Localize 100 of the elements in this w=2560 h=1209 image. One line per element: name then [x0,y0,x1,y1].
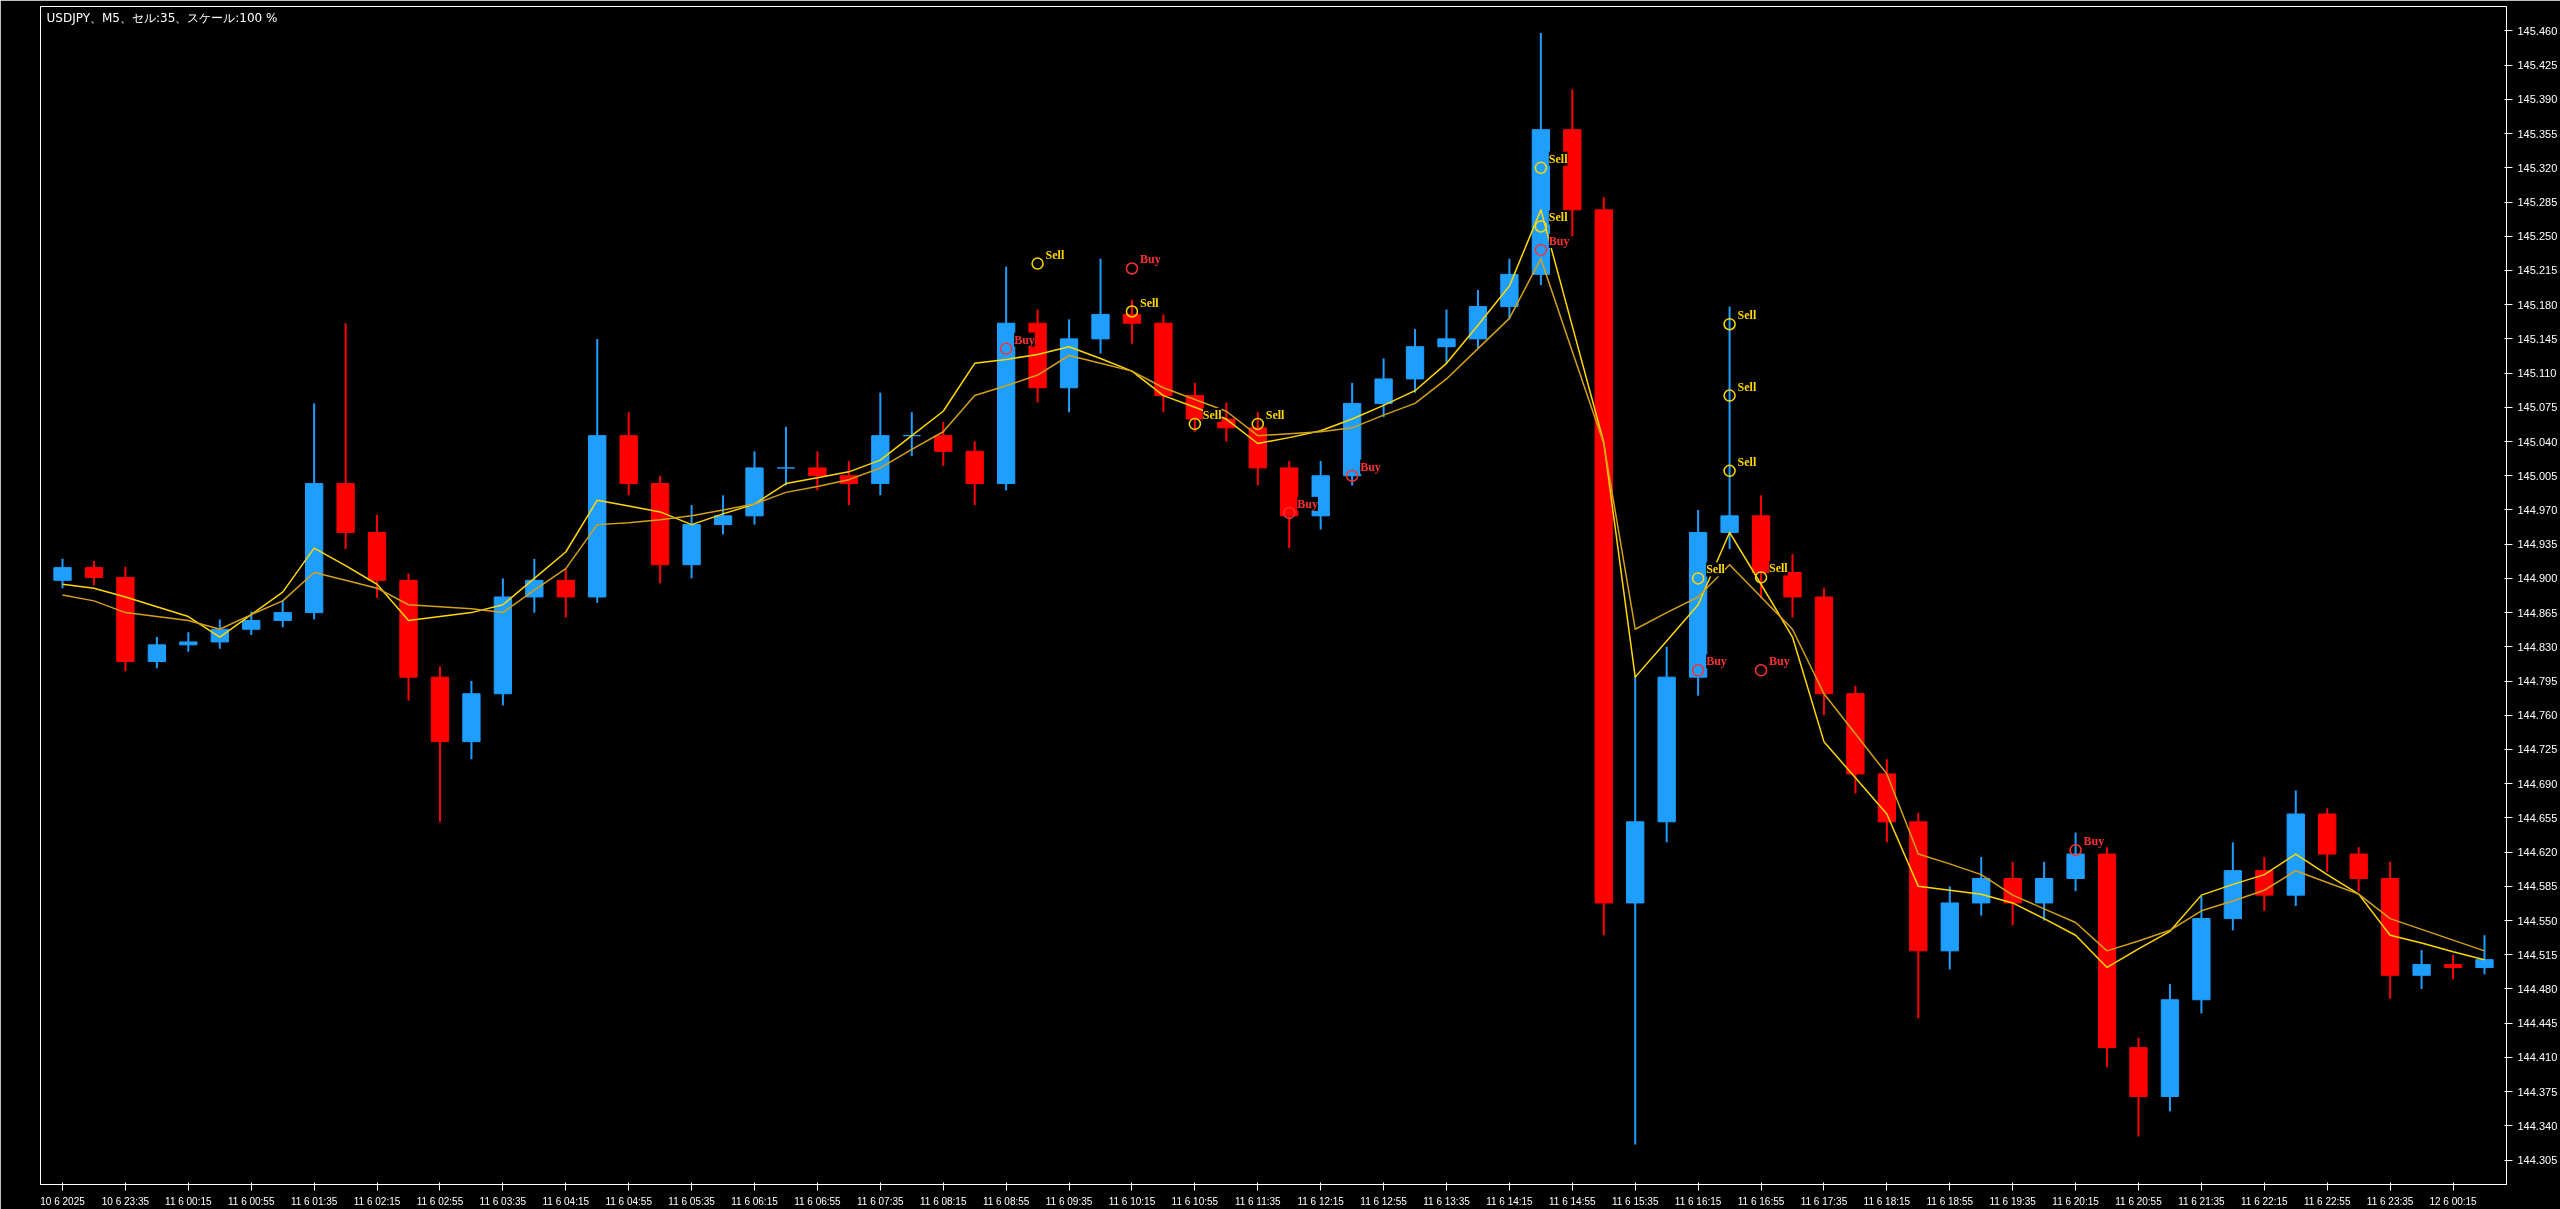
chart-title: USDJPY、M5、セル:35、スケール:100 % [46,10,278,25]
y-tick-label: 145.180 [2517,298,2558,311]
y-tick-label: 145.320 [2517,161,2558,174]
x-tick-label: 11 6 12:55 [1360,1195,1408,1207]
point [999,342,1013,355]
candlestick [934,420,953,467]
data-label: Buy [1139,252,1161,267]
point [1031,257,1044,270]
data-label: Sell [1265,407,1286,422]
y-tick-label: 145.145 [2517,332,2558,345]
x-tick-label: 11 6 18:15 [1863,1195,1911,1207]
point [1754,571,1768,584]
x-tick-label: 11 6 04:55 [605,1195,653,1207]
x-tick-label: 11 6 02:15 [353,1195,401,1207]
y-tick-label: 145.355 [2517,127,2558,140]
point [1282,506,1296,520]
point [1125,305,1139,318]
data-label: Sell [1202,407,1223,422]
x-tick-label: 11 6 18:55 [1926,1195,1974,1207]
y-tick-label: 144.305 [2517,1154,2558,1167]
data-label: Buy [1548,233,1570,248]
data-label: Sell [1737,454,1757,469]
point [1534,161,1548,175]
candlestick [713,494,733,536]
x-tick-label: 11 6 14:15 [1486,1195,1534,1207]
y-tick-label: 144.340 [2517,1119,2558,1132]
x-tick-label: 11 6 06:15 [731,1195,779,1207]
point [2069,843,2082,857]
y-tick-label: 144.830 [2517,640,2558,653]
candlestick [2475,934,2494,976]
x-tick-label: 11 6 01:35 [290,1195,338,1207]
candlestick [1720,305,1739,551]
y-tick-label: 145.110 [2517,367,2557,380]
y-tick-label: 145.460 [2517,24,2558,37]
candlestick [1437,308,1456,365]
candlestick [2412,948,2431,990]
point [1723,317,1736,331]
y-tick-label: 145.215 [2517,264,2558,277]
point [1754,664,1768,677]
x-tick-label: 11 6 20:55 [2115,1195,2163,1207]
x-tick-label: 10 6 2025 [40,1195,86,1207]
y-tick-label: 144.690 [2517,777,2558,790]
point [1125,262,1139,275]
y-tick-label: 144.970 [2517,503,2558,516]
y-tick-label: 144.760 [2517,709,2558,722]
x-tick-label: 11 6 10:55 [1171,1195,1219,1207]
candlestick [179,631,198,653]
y-tick-label: 144.550 [2517,914,2558,927]
y-tick-label: 145.250 [2517,230,2558,243]
x-tick-label: 11 6 08:15 [919,1195,967,1207]
y-tick-label: 144.865 [2517,606,2558,619]
x-tick-label: 11 6 14:55 [1549,1195,1597,1207]
point [1691,572,1705,585]
point [1188,417,1202,431]
x-tick-label: 11 6 22:55 [2303,1195,2351,1207]
x-tick-label: 11 6 22:15 [2241,1195,2288,1207]
data-label: Sell [1737,308,1757,323]
data-label: Sell [1769,561,1789,576]
x-tick-label: 10 6 23:35 [101,1195,150,1207]
y-tick-label: 145.005 [2517,469,2558,482]
y-tick-label: 145.390 [2517,93,2558,106]
x-tick-label: 11 6 16:15 [1674,1195,1722,1207]
data-label: Sell [1706,562,1726,577]
x-tick-label: 11 6 11:35 [1234,1195,1282,1207]
candlestick [147,636,167,670]
x-tick-label: 11 6 04:15 [542,1195,590,1207]
y-tick-label: 144.410 [2517,1051,2558,1064]
y-tick-label: 144.900 [2517,572,2558,585]
candlestick [53,557,72,590]
y-tick-label: 145.285 [2517,196,2558,209]
point [1691,664,1705,677]
x-tick-label: 11 6 10:15 [1108,1195,1156,1207]
y-tick-label: 144.515 [2517,948,2558,961]
point [1345,469,1359,482]
data-label: Sell [1139,295,1160,310]
candlestick [808,450,827,492]
y-tick-label: 144.935 [2517,538,2558,551]
x-tick-label: 12 6 00:15 [2429,1195,2478,1207]
y-tick-label: 144.725 [2517,743,2558,756]
x-tick-label: 11 6 05:35 [668,1195,716,1207]
y-tick-label: 145.040 [2517,435,2558,448]
x-tick-label: 11 6 03:35 [479,1195,527,1207]
x-tick-label: 11 6 23:35 [2366,1195,2414,1207]
x-tick-label: 11 6 07:35 [857,1195,905,1207]
data-label: Buy [1769,654,1790,669]
x-tick-label: 11 6 19:35 [1989,1195,2037,1207]
candlestick [776,425,796,487]
candlestick [556,567,575,619]
point [1251,417,1265,431]
x-tick-label: 11 6 16:55 [1737,1195,1785,1207]
candlestick [273,598,292,629]
x-tick-label: 11 6 13:35 [1423,1195,1471,1207]
y-tick-label: 144.655 [2517,811,2558,824]
point [1534,220,1548,233]
x-tick-label: 11 6 21:35 [2178,1195,2226,1207]
y-tick-label: 144.375 [2517,1085,2558,1098]
y-tick-label: 145.425 [2517,59,2558,72]
candlestick [84,559,104,587]
candlestick [2443,953,2463,981]
y-tick-label: 144.620 [2517,846,2558,859]
